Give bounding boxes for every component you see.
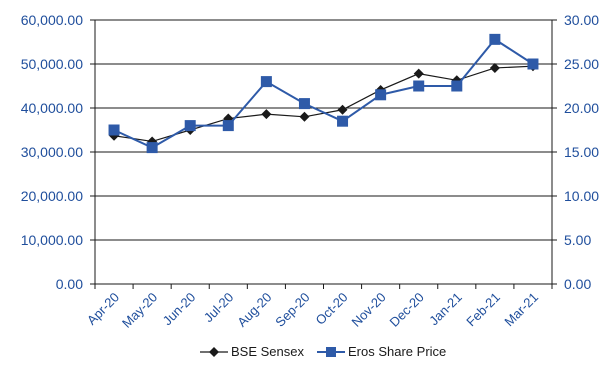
y-left-tick-label: 10,000.00 [21, 232, 83, 248]
data-point-diamond [413, 68, 424, 79]
data-point-square [108, 124, 120, 136]
x-tick-label: Mar-21 [501, 290, 541, 330]
data-point-square [337, 115, 349, 127]
series-line [113, 65, 533, 143]
y-right-tick-label: 0.00 [564, 276, 591, 292]
x-tick-label: Feb-21 [463, 290, 503, 330]
y-right-tick-label: 15.00 [564, 144, 599, 160]
x-tick-label: Sep-20 [272, 290, 312, 330]
x-tick-label: May-20 [119, 290, 160, 331]
x-tick-label: Nov-20 [348, 290, 388, 330]
data-point-diamond [489, 62, 500, 73]
x-tick-label: Jun-20 [160, 290, 199, 329]
data-point-square [451, 80, 463, 92]
legend-label: BSE Sensex [231, 344, 304, 359]
x-tick-label: Jul-20 [201, 290, 237, 326]
data-point-diamond [299, 111, 310, 122]
x-tick-label: Apr-20 [84, 290, 122, 328]
data-point-square [413, 80, 425, 92]
data-point-square [375, 89, 387, 101]
data-point-square [489, 33, 501, 45]
data-point-square [146, 142, 158, 154]
data-point-square [222, 120, 234, 132]
y-left-tick-label: 0.00 [56, 276, 83, 292]
data-point-diamond [261, 109, 272, 120]
y-right-tick-label: 5.00 [564, 232, 591, 248]
x-tick-label: Oct-20 [312, 290, 350, 328]
legend-label: Eros Share Price [348, 344, 446, 359]
y-right-tick-label: 30.00 [564, 12, 599, 28]
x-tick-label: Dec-20 [387, 290, 427, 330]
data-point-square [260, 76, 272, 88]
y-left-tick-label: 60,000.00 [21, 12, 83, 28]
data-point-square [298, 98, 310, 110]
x-tick-label: Aug-20 [234, 290, 274, 330]
y-left-tick-label: 40,000.00 [21, 100, 83, 116]
y-right-tick-label: 25.00 [564, 56, 599, 72]
legend-marker-diamond [209, 347, 219, 357]
y-right-tick-label: 10.00 [564, 188, 599, 204]
data-point-square [184, 120, 196, 132]
y-left-tick-label: 20,000.00 [21, 188, 83, 204]
y-left-tick-label: 30,000.00 [21, 144, 83, 160]
x-tick-label: Jan-21 [426, 290, 465, 329]
y-left-tick-label: 50,000.00 [21, 56, 83, 72]
series-line [113, 38, 534, 149]
y-right-tick-label: 20.00 [564, 100, 599, 116]
data-point-square [527, 58, 539, 70]
legend-marker-square [326, 347, 336, 357]
data-point-diamond [337, 104, 348, 115]
